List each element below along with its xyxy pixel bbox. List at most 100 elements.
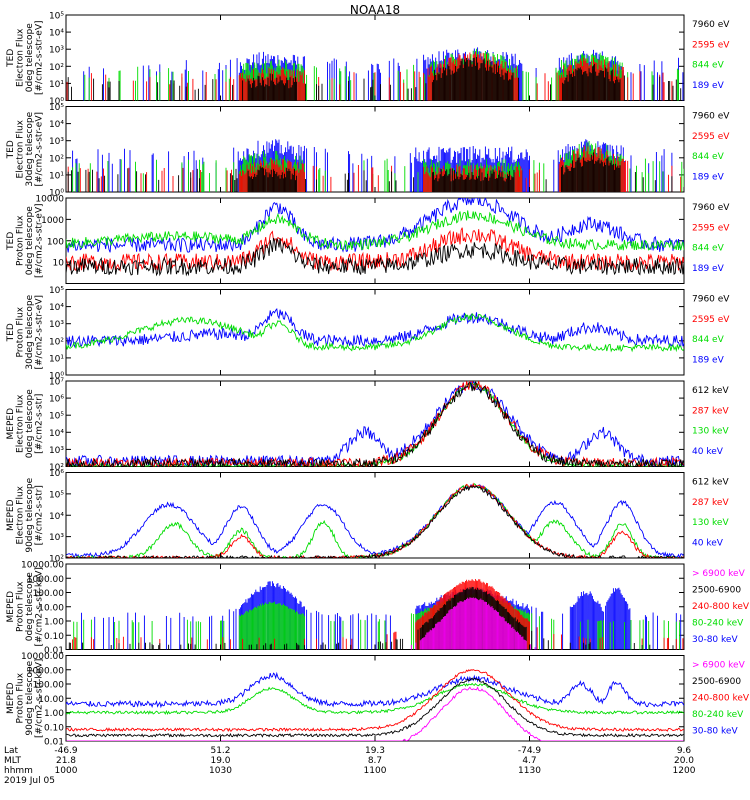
- y-tick-label: 1000.00: [27, 666, 64, 676]
- y-axis-label-line: Proton Flux: [16, 672, 26, 723]
- series-line: [66, 381, 684, 467]
- y-tick-label: 10⁰: [49, 189, 64, 199]
- legend-entry: 2595 eV: [692, 315, 730, 325]
- panel-frame: [65, 655, 685, 742]
- legend-entry: 2595 eV: [692, 132, 730, 142]
- y-axis-label-line: Proton Flux: [16, 306, 26, 357]
- series-189-ev: [83, 47, 684, 101]
- y-axis-label-line: Electron Flux: [16, 485, 26, 544]
- legend-entry: 240-800 keV: [692, 602, 750, 612]
- legend-entry: > 6900 keV: [692, 661, 746, 671]
- series-line: [66, 669, 684, 733]
- legend-entry: 7960 eV: [692, 295, 730, 305]
- y-tick-label: 10.00: [38, 603, 64, 613]
- y-axis-label: MEPEDElectron Flux90deg telescope[#/cm2-…: [6, 477, 45, 552]
- y-axis-label-line: [#/cm2-s-str-eV]: [35, 112, 45, 187]
- legend-entry: 7960 eV: [692, 20, 730, 30]
- y-axis-label-line: [#/cm2-s-str-eV]: [35, 203, 45, 278]
- y-axis-label: TEDProton Flux0deg telescope[#/cm2-s-str…: [6, 203, 45, 278]
- y-tick-label: 10⁵: [49, 286, 64, 296]
- panel-frame: [65, 472, 685, 559]
- series-line: [66, 227, 684, 273]
- series-marks: [410, 597, 536, 650]
- series-line: [66, 237, 684, 277]
- series-line: [66, 484, 684, 558]
- legend-entry: 7960 eV: [692, 203, 730, 213]
- y-tick-label: 0.01: [44, 646, 64, 656]
- legend-entry: 612 keV: [692, 386, 729, 396]
- y-tick-label: 10⁷: [49, 378, 64, 388]
- legend-entry: 844 eV: [692, 244, 725, 254]
- y-tick-label: 10⁴: [49, 303, 64, 313]
- y-tick-label: 10⁵: [49, 490, 64, 500]
- x-row-label-hhmm: hhmm: [4, 766, 33, 776]
- y-tick-label: 10⁴: [49, 512, 64, 522]
- series-130-kev: [66, 382, 684, 467]
- y-tick-label: 100.00: [33, 681, 65, 691]
- x-tick-label-hhmm: 1200: [673, 766, 696, 776]
- panel-ted-p-30: 10⁰ 10¹ 10² 10³ 10⁴ 10⁵ TEDProton Flux30deg te…: [6, 286, 730, 382]
- y-tick-label: 1.00: [44, 618, 64, 628]
- series-line: [66, 198, 684, 253]
- legend-entry: 287 keV: [692, 498, 729, 508]
- x-tick-label-mlt: 20.0: [674, 756, 694, 766]
- panel-meped-p-0: 0.010.101.0010.00100.001000.0010000.00ME…: [6, 561, 750, 657]
- series-marks: [81, 581, 682, 650]
- panel-ted-e-30: 10⁰ 10¹ 10² 10³ 10⁴ 10⁵ TEDElectron Flux30deg …: [6, 103, 730, 199]
- x-tick-label-mlt: 8.7: [368, 756, 382, 766]
- y-tick-label: 0.10: [44, 723, 64, 733]
- legend-entry: 287 keV: [692, 406, 729, 416]
- series-130-kev: [66, 483, 684, 558]
- y-tick-label: 10⁴: [49, 29, 64, 39]
- y-tick-label: 10⁴: [49, 429, 64, 439]
- y-tick-label: 10⁶: [49, 395, 64, 405]
- legend-entry: 80-240 keV: [692, 710, 744, 720]
- legend-entry: 189 eV: [692, 356, 725, 366]
- y-axis-label: MEPEDElectron Flux0deg telescope[#/cm2-s…: [6, 389, 45, 459]
- y-tick-label: 10³: [49, 446, 64, 456]
- y-axis-label: MEPEDProton Flux0deg telescope[#/cm2-s-s…: [6, 567, 45, 646]
- series-30-80-kev: [66, 671, 684, 709]
- series-40-kev: [66, 381, 684, 467]
- y-axis-label-line: Proton Flux: [16, 215, 26, 266]
- legend-entry: 240-800 keV: [692, 693, 750, 703]
- series-189-ev: [66, 198, 684, 253]
- y-tick-label: 10: [53, 259, 65, 269]
- x-tick-label-hhmm: 1100: [364, 766, 387, 776]
- y-tick-label: 1000: [41, 216, 64, 226]
- x-tick-label-mlt: 4.7: [522, 756, 536, 766]
- legend-entry: 844 eV: [692, 61, 725, 71]
- legend-entry: 2500-6900: [692, 585, 741, 595]
- y-axis-label-line: Proton Flux: [16, 581, 26, 632]
- series-marks: [83, 47, 684, 101]
- series-80-240-kev: [66, 682, 684, 716]
- legend-entry: 80-240 keV: [692, 618, 744, 628]
- series-marks: [67, 152, 673, 192]
- legend-entry: 189 eV: [692, 264, 725, 274]
- y-tick-label: 10³: [49, 533, 64, 543]
- y-axis-label-line: TED: [6, 232, 16, 251]
- y-axis-label-line: 90deg telescope: [25, 477, 35, 552]
- y-tick-label: 0.10: [44, 632, 64, 642]
- y-axis-label-line: MEPED: [6, 408, 16, 440]
- y-axis-label: TEDProton Flux30deg telescope[#/cm2-s-st…: [6, 294, 45, 369]
- legend-entry: 844 eV: [692, 152, 725, 162]
- date-label: 2019 Jul 05: [4, 776, 55, 786]
- y-tick-label: 1.00: [44, 709, 64, 719]
- y-axis-label-line: [#/cm2-s-str]: [35, 485, 45, 545]
- series-line: [66, 483, 684, 558]
- x-tick-label-lat: -74.9: [518, 746, 542, 756]
- series-line: [66, 381, 684, 467]
- x-row-label-lat: Lat: [4, 746, 19, 756]
- series-612-kev: [66, 381, 684, 467]
- series-7960-ev: [66, 237, 684, 277]
- y-axis-label-line: TED: [6, 140, 16, 159]
- legend-entry: 30-80 keV: [692, 726, 738, 736]
- legend-entry: 40 keV: [692, 447, 724, 457]
- y-axis-label: TEDElectron Flux30deg telescope[#/cm2-s-…: [6, 111, 45, 186]
- series-287-kev: [66, 482, 684, 558]
- y-axis-label-line: 0deg telescope: [25, 572, 35, 642]
- y-axis-label-line: 30deg telescope: [25, 111, 35, 186]
